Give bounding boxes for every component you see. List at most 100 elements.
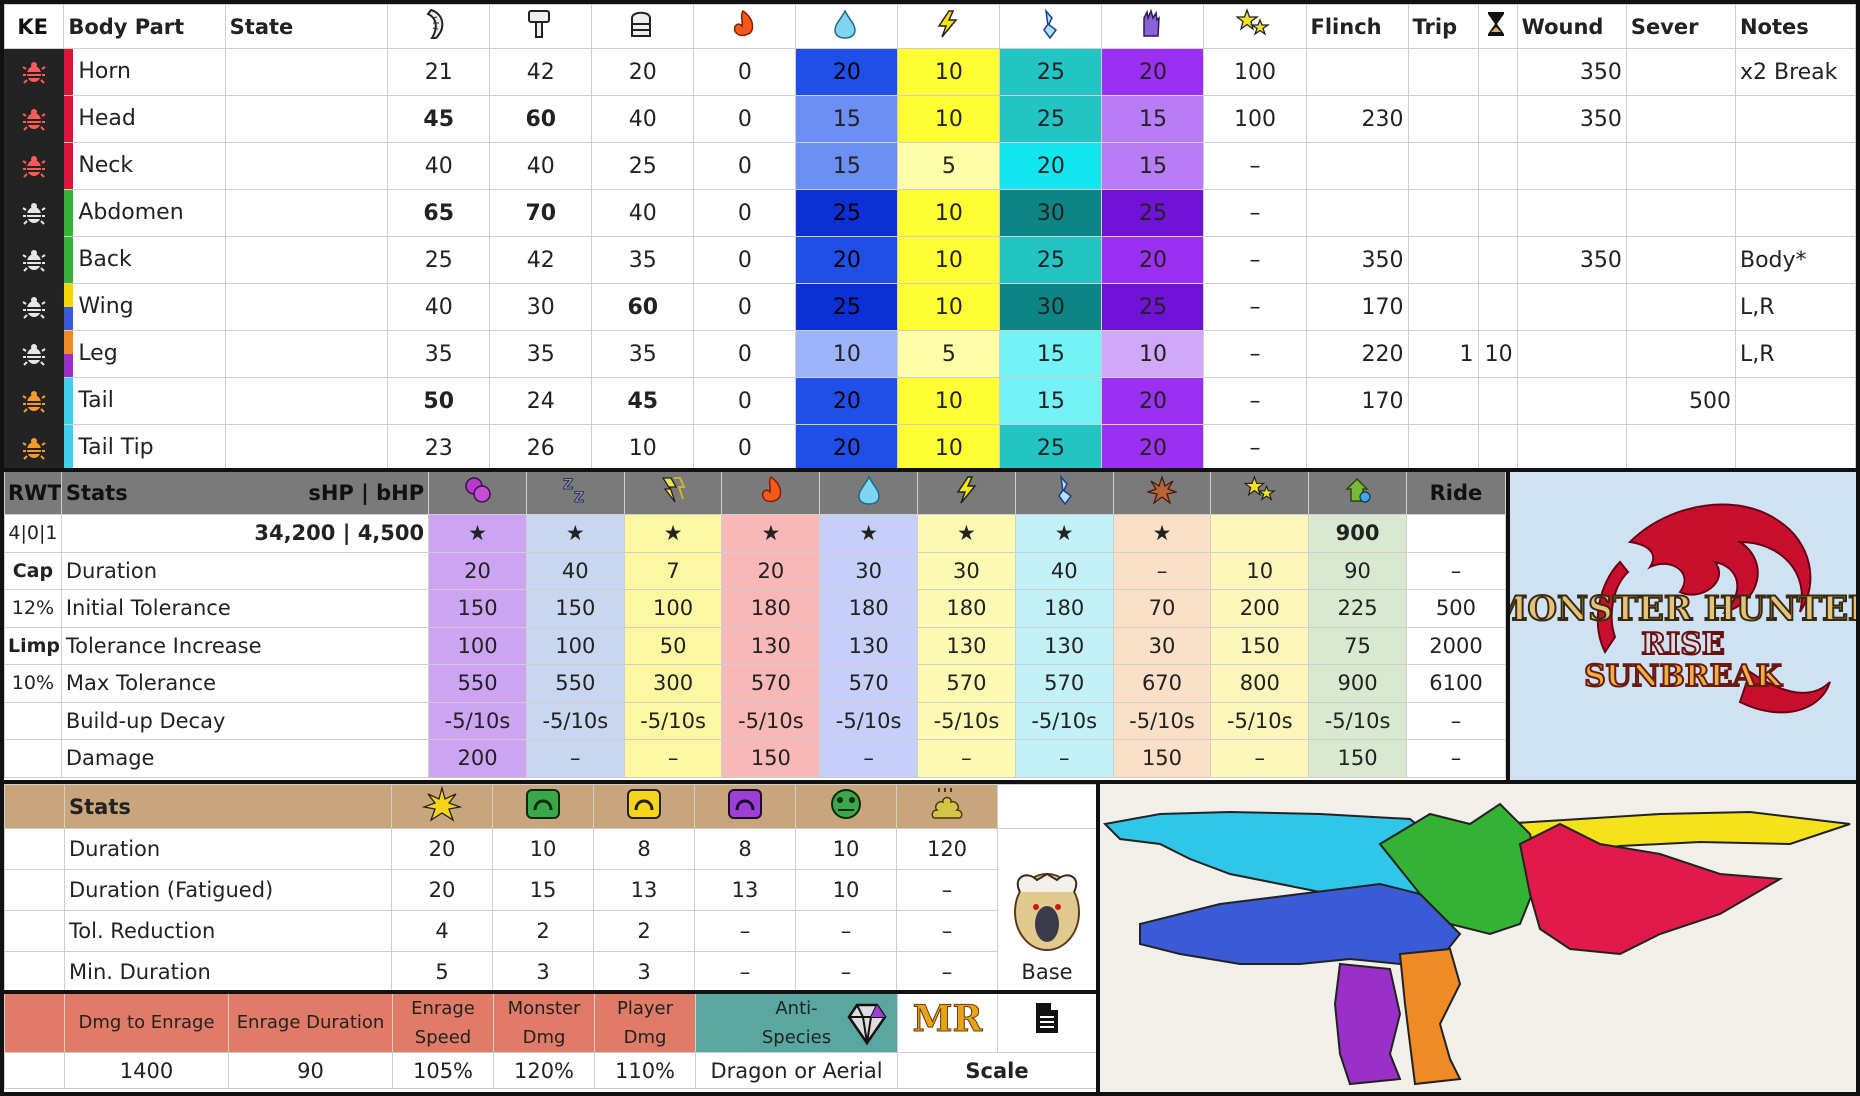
hp-value: 34,200 | 4,500	[60, 514, 430, 553]
part-color-swatch	[64, 284, 74, 330]
anti-species-label: Anti-Species	[761, 997, 832, 1048]
thunder-value: 10	[897, 236, 1001, 284]
status-row: Limp Tolerance Increase 100 100 50 130 130 130 1…	[4, 626, 1507, 665]
sever-hp-value	[1625, 283, 1736, 331]
body-part-label: Leg	[78, 341, 118, 366]
stun-icon	[1210, 470, 1310, 515]
sever-value: 21	[387, 48, 491, 96]
trap-value: –	[694, 910, 796, 952]
flinch-value: 230	[1305, 95, 1409, 143]
status-value: –	[1210, 739, 1310, 778]
rank-cell: MR	[897, 992, 998, 1053]
effectiveness-cell: ★	[428, 514, 527, 553]
ke-bug-icon	[3, 95, 65, 143]
logo-border	[1506, 468, 1860, 784]
poison-icon	[428, 470, 527, 515]
ride-value: 6100	[1405, 664, 1507, 703]
side-label: Limp	[4, 626, 62, 665]
monster-portrait	[1002, 862, 1092, 962]
status-value: –	[623, 739, 723, 778]
fire-value: 0	[693, 189, 797, 237]
water-value: 20	[795, 377, 899, 425]
hitzone-row: Tail Tip 23 26 10 0 20 10 25 20–	[3, 424, 1857, 472]
body-part-label: Abdomen	[78, 200, 184, 225]
thunder-blight-icon	[917, 470, 1016, 515]
notes-value: L,R	[1734, 330, 1857, 378]
shot-value: 40	[591, 189, 695, 237]
trip-value	[1407, 236, 1479, 284]
status-value: 570	[1014, 664, 1114, 703]
status-value: -5/10s	[819, 701, 919, 740]
ice-value: 20	[999, 142, 1103, 190]
part-color-swatch	[64, 96, 74, 142]
status-value: 200	[1210, 589, 1310, 628]
paralysis-icon	[623, 470, 723, 515]
status-value: 670	[1112, 664, 1212, 703]
status-value: 40	[525, 551, 625, 590]
notes-header: Notes	[1734, 4, 1857, 49]
flinch-value: 170	[1305, 283, 1409, 331]
ride-value: 500	[1405, 589, 1507, 628]
trap-value: 4	[391, 910, 493, 952]
rwt-value: 4|0|1	[4, 514, 62, 553]
pitfall-trap-icon	[492, 784, 594, 829]
status-value: -5/10s	[428, 701, 527, 740]
thunder-value: 10	[897, 189, 1001, 237]
status-value: –	[1112, 551, 1212, 590]
status-value: 7	[623, 551, 723, 590]
status-value: 130	[1014, 626, 1114, 665]
dragon-value: 20	[1101, 48, 1205, 96]
status-row-label: Duration	[60, 551, 430, 590]
ice-value: 25	[999, 236, 1103, 284]
ke-bug-icon	[3, 48, 65, 96]
wound-header: Wound	[1516, 4, 1627, 49]
status-value: 180	[917, 589, 1016, 628]
enrage-value-row: 1400 90 105% 120% 110% Dragon or Aerial …	[4, 1052, 1097, 1089]
wound-value: 350	[1516, 236, 1627, 284]
part-color-swatch	[64, 237, 74, 283]
side-label: Cap	[4, 551, 62, 590]
stun-value: 100	[1203, 48, 1307, 96]
shot-value: 20	[591, 48, 695, 96]
blunt-hammer-icon	[489, 4, 593, 49]
status-row: 10% Max Tolerance 550 550 300 570 570 570 570 670…	[4, 664, 1507, 703]
status-row-label: Damage	[60, 739, 430, 778]
sever-blade-icon	[387, 4, 491, 49]
effectiveness-cell	[1210, 514, 1310, 553]
status-value: 800	[1210, 664, 1310, 703]
trip-time-value	[1477, 377, 1518, 425]
document-icon[interactable]	[997, 992, 1097, 1053]
status-value: -5/10s	[1308, 701, 1407, 740]
enrage-corner-value	[4, 1052, 65, 1089]
status-row-label: Tolerance Increase	[60, 626, 430, 665]
dmg-to-enrage-value: 1400	[64, 1052, 229, 1089]
trip-value	[1407, 95, 1479, 143]
status-stats-header: Stats sHP | bHP	[60, 470, 430, 515]
fire-value: 0	[693, 48, 797, 96]
status-value: 150	[525, 589, 625, 628]
hitzone-row: Wing 40 30 60 0 25 10 30 25–170 L,R	[3, 283, 1857, 331]
part-color-swatch	[64, 143, 74, 189]
trap-row: Duration 20 10 8 8 10 120	[4, 828, 1097, 870]
blunt-value: 40	[489, 142, 593, 190]
svg-text:Z: Z	[574, 490, 584, 505]
status-value: –	[1014, 739, 1114, 778]
effectiveness-cell: ★	[917, 514, 1016, 553]
blunt-value: 42	[489, 48, 593, 96]
fire-blight-icon	[721, 470, 821, 515]
scale-label[interactable]: Scale	[897, 1052, 1097, 1089]
status-value: 100	[623, 589, 723, 628]
status-value: 550	[428, 664, 527, 703]
shot-value: 10	[591, 424, 695, 472]
notes-value: x2 Break	[1734, 48, 1857, 96]
trap-value: –	[795, 951, 897, 993]
sever-value: 50	[387, 377, 491, 425]
status-value: 150	[1112, 739, 1212, 778]
sever-hp-value	[1625, 189, 1736, 237]
body-part-cell: Back	[63, 236, 226, 284]
effectiveness-cell: ★	[819, 514, 919, 553]
status-value: 75	[1308, 626, 1407, 665]
status-value: 180	[721, 589, 821, 628]
body-part-label: Head	[78, 106, 136, 131]
hp-label: sHP | bHP	[308, 481, 425, 505]
